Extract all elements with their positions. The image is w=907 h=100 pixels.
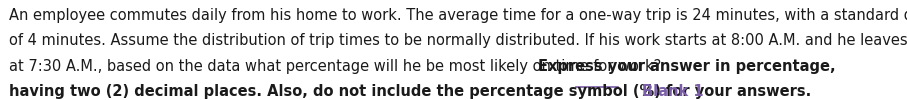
Text: at 7:30 A.M., based on the data what percentage will he be most likely on time f: at 7:30 A.M., based on the data what per… [9, 59, 666, 74]
Text: Express your answer in percentage,: Express your answer in percentage, [538, 59, 835, 74]
Text: having two (2) decimal places. Also, do not include the percentage symbol (%) fo: having two (2) decimal places. Also, do … [9, 84, 816, 99]
Text: of 4 minutes. Assume the distribution of trip times to be normally distributed. : of 4 minutes. Assume the distribution of… [9, 33, 907, 48]
Text: An employee commutes daily from his home to work. The average time for a one-way: An employee commutes daily from his home… [9, 8, 907, 23]
Text: Blank 1: Blank 1 [642, 84, 704, 99]
